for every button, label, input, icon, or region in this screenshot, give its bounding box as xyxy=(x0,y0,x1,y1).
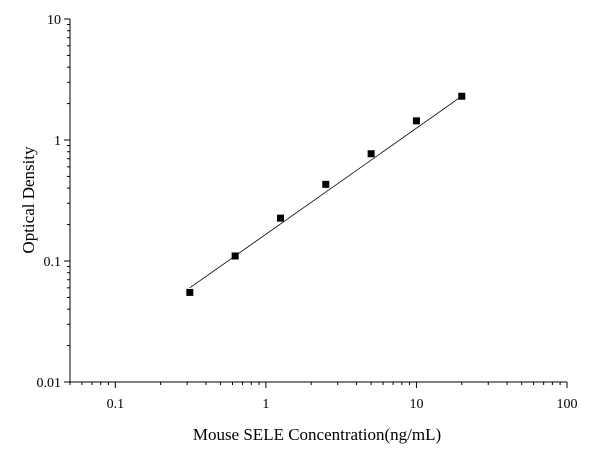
y-tick-label: 0.01 xyxy=(37,376,62,391)
y-tick-label: 1 xyxy=(54,134,61,149)
data-point xyxy=(322,180,330,188)
data-point xyxy=(186,288,194,296)
x-axis-tick-labels: 0.1 1 10 100 xyxy=(107,397,578,412)
x-tick-label: 0.1 xyxy=(107,397,125,412)
y-tick-label: 10 xyxy=(47,13,61,28)
axes-frame xyxy=(69,19,567,383)
data-point xyxy=(412,117,420,125)
x-tick-label: 1 xyxy=(262,397,269,412)
y-axis-tick-labels: 0.01 0.1 1 10 xyxy=(37,13,62,391)
data-point xyxy=(276,214,284,222)
fit-line-layer xyxy=(189,95,462,289)
y-axis-title: Optical Density xyxy=(19,146,38,254)
data-point xyxy=(458,92,466,100)
fit-line xyxy=(189,95,462,289)
y-axis-ticks xyxy=(64,18,70,383)
x-tick-label: 100 xyxy=(557,397,578,412)
data-point xyxy=(367,150,375,158)
y-tick-label: 0.1 xyxy=(44,255,62,270)
x-tick-label: 10 xyxy=(409,397,423,412)
data-point xyxy=(231,252,239,260)
x-axis-title: Mouse SELE Concentration(ng/mL) xyxy=(193,425,441,444)
x-axis-ticks xyxy=(69,382,568,388)
data-points xyxy=(186,92,466,296)
